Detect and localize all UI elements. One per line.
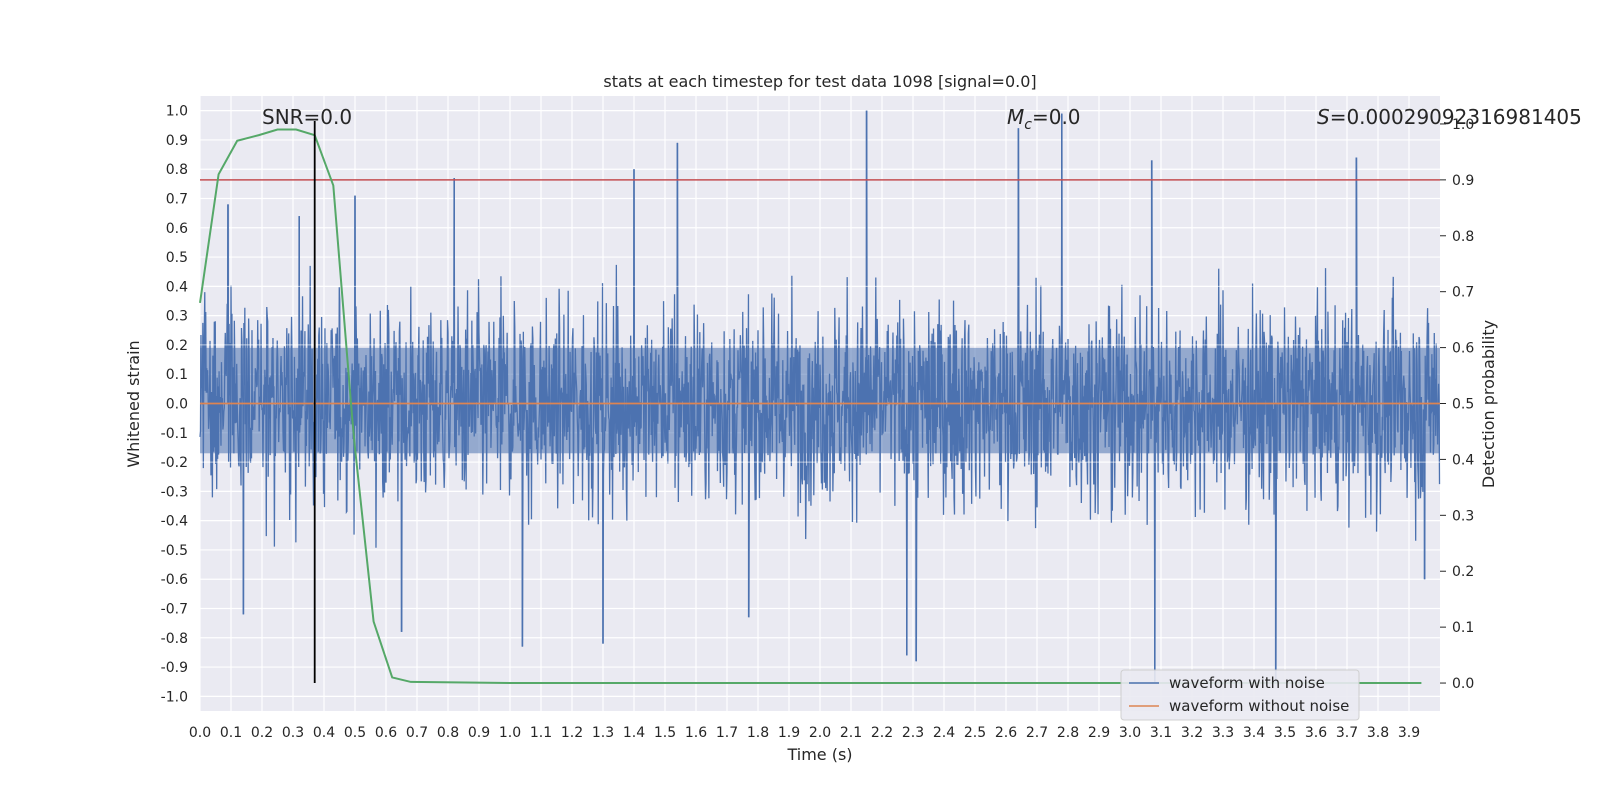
- y-tick-label: -0.9: [161, 660, 188, 676]
- legend-label-noise: waveform with noise: [1169, 674, 1325, 692]
- x-tick-label: 2.2: [871, 725, 893, 741]
- mc-symbol: M: [1007, 105, 1024, 129]
- x-axis-label: Time (s): [786, 745, 852, 764]
- x-tick-label: 3.6: [1305, 725, 1327, 741]
- y-tick-label: -0.1: [161, 426, 188, 442]
- x-tick-label: 3.1: [1150, 725, 1172, 741]
- y-tick-label: 0.8: [166, 162, 188, 178]
- s-annotation: S=0.00029092316981405: [1317, 105, 1582, 129]
- y-axis-ticks: 1.0 0.9 0.8 0.7 0.6 0.5 0.4 0.3 0.2 0.1 0.0 -0.1 -0.…: [161, 104, 188, 706]
- x-tick-label: 3.3: [1212, 725, 1234, 741]
- x-tick-label: 1.1: [530, 725, 552, 741]
- x-tick-label: 3.0: [1119, 725, 1141, 741]
- x-tick-label: 2.5: [964, 725, 986, 741]
- x-tick-label: 2.6: [995, 725, 1017, 741]
- y2-tick-label: 1.0: [1452, 117, 1474, 133]
- legend-box: [1120, 669, 1360, 721]
- y-tick-label: 0.6: [166, 221, 188, 237]
- y2-axis-label: Detection probability: [1479, 320, 1498, 488]
- x-tick-label: 3.7: [1336, 725, 1358, 741]
- y2-axis-ticks: 1.0 0.9 0.8 0.7 0.6 0.5 0.4 0.3 0.2 0.1 0.0: [1440, 117, 1474, 692]
- waveform-with-noise-line: [199, 110, 1441, 682]
- y2-tick-label: 0.1: [1452, 620, 1474, 636]
- x-tick-label: 2.4: [933, 725, 955, 741]
- x-axis-ticks: 0.0 0.1 0.2 0.3 0.4 0.5 0.6 0.7 0.8 0.9 1.0 1.1 1.2 1…: [189, 725, 1420, 741]
- mc-subscript: c: [1024, 117, 1032, 133]
- x-tick-label: 2.0: [809, 725, 831, 741]
- x-tick-label: 2.7: [1026, 725, 1048, 741]
- y-tick-label: 0.1: [166, 367, 188, 383]
- legend-label-clean: waveform without noise: [1169, 697, 1349, 715]
- y2-tick-label: 0.0: [1452, 676, 1474, 692]
- y-tick-label: 0.2: [166, 338, 188, 354]
- y-tick-label: 0.4: [166, 279, 188, 295]
- y2-tick-label: 0.8: [1452, 229, 1474, 245]
- snr-annotation: SNR=0.0: [262, 105, 352, 129]
- y2-tick-label: 0.2: [1452, 564, 1474, 580]
- x-tick-label: 1.4: [623, 725, 645, 741]
- y-tick-label: -0.6: [161, 572, 188, 588]
- x-tick-label: 1.5: [654, 725, 676, 741]
- x-tick-label: 0.5: [344, 725, 366, 741]
- y-tick-label: 0.9: [166, 133, 188, 149]
- x-tick-label: 3.5: [1274, 725, 1296, 741]
- x-tick-label: 0.0: [189, 725, 211, 741]
- overlay: [199, 120, 1440, 685]
- y-axis-label: Whitened strain: [124, 340, 143, 467]
- s-symbol: S: [1317, 105, 1330, 129]
- y2-tick-label: 0.3: [1452, 508, 1474, 524]
- x-tick-label: 1.8: [747, 725, 769, 741]
- waveform-noise-core: [200, 347, 1440, 454]
- x-tick-label: 0.3: [282, 725, 304, 741]
- y-tick-label: -0.8: [161, 631, 188, 647]
- y-tick-label: -1.0: [161, 689, 188, 705]
- mc-value: =0.0: [1032, 105, 1081, 129]
- x-tick-label: 2.9: [1088, 725, 1110, 741]
- x-tick-label: 1.2: [561, 725, 583, 741]
- s-value: =0.00029092316981405: [1330, 105, 1582, 129]
- x-tick-label: 1.3: [592, 725, 614, 741]
- y-tick-label: -0.5: [161, 543, 188, 559]
- y2-tick-label: 0.9: [1452, 173, 1474, 189]
- mc-annotation: Mc=0.0: [1007, 105, 1081, 133]
- x-tick-label: 0.9: [468, 725, 490, 741]
- x-tick-label: 0.6: [375, 725, 397, 741]
- x-tick-label: 2.3: [902, 725, 924, 741]
- x-tick-label: 0.2: [251, 725, 273, 741]
- x-tick-label: 0.8: [437, 725, 459, 741]
- y2-tick-label: 0.5: [1452, 397, 1474, 413]
- x-tick-label: 1.6: [685, 725, 707, 741]
- y2-tick-label: 0.7: [1452, 285, 1474, 301]
- x-tick-label: 1.7: [716, 725, 738, 741]
- x-tick-label: 2.8: [1057, 725, 1079, 741]
- x-tick-label: 0.7: [406, 725, 428, 741]
- y-tick-label: 0.7: [166, 192, 188, 208]
- x-tick-label: 3.9: [1398, 725, 1420, 741]
- x-tick-label: 0.1: [220, 725, 242, 741]
- y-tick-label: -0.4: [161, 514, 188, 530]
- x-tick-label: 3.8: [1367, 725, 1389, 741]
- y-tick-label: 1.0: [166, 104, 188, 120]
- y-tick-label: -0.3: [161, 484, 188, 500]
- chart-title: stats at each timestep for test data 109…: [603, 72, 1036, 91]
- x-tick-label: 0.4: [313, 725, 335, 741]
- y-tick-label: 0.3: [166, 309, 188, 325]
- detection-probability-line: [199, 128, 1422, 685]
- x-tick-label: 1.9: [778, 725, 800, 741]
- x-tick-label: 3.2: [1181, 725, 1203, 741]
- y2-tick-label: 0.4: [1452, 452, 1474, 468]
- y-tick-label: 0.0: [166, 397, 188, 413]
- y-tick-label: -0.7: [161, 602, 188, 618]
- y-tick-label: -0.2: [161, 455, 188, 471]
- legend: waveform with noise waveform without noi…: [1120, 669, 1360, 721]
- y-tick-label: 0.5: [166, 250, 188, 266]
- x-tick-label: 1.0: [499, 725, 521, 741]
- y2-tick-label: 0.6: [1452, 341, 1474, 357]
- x-tick-label: 3.4: [1243, 725, 1265, 741]
- x-tick-label: 2.1: [840, 725, 862, 741]
